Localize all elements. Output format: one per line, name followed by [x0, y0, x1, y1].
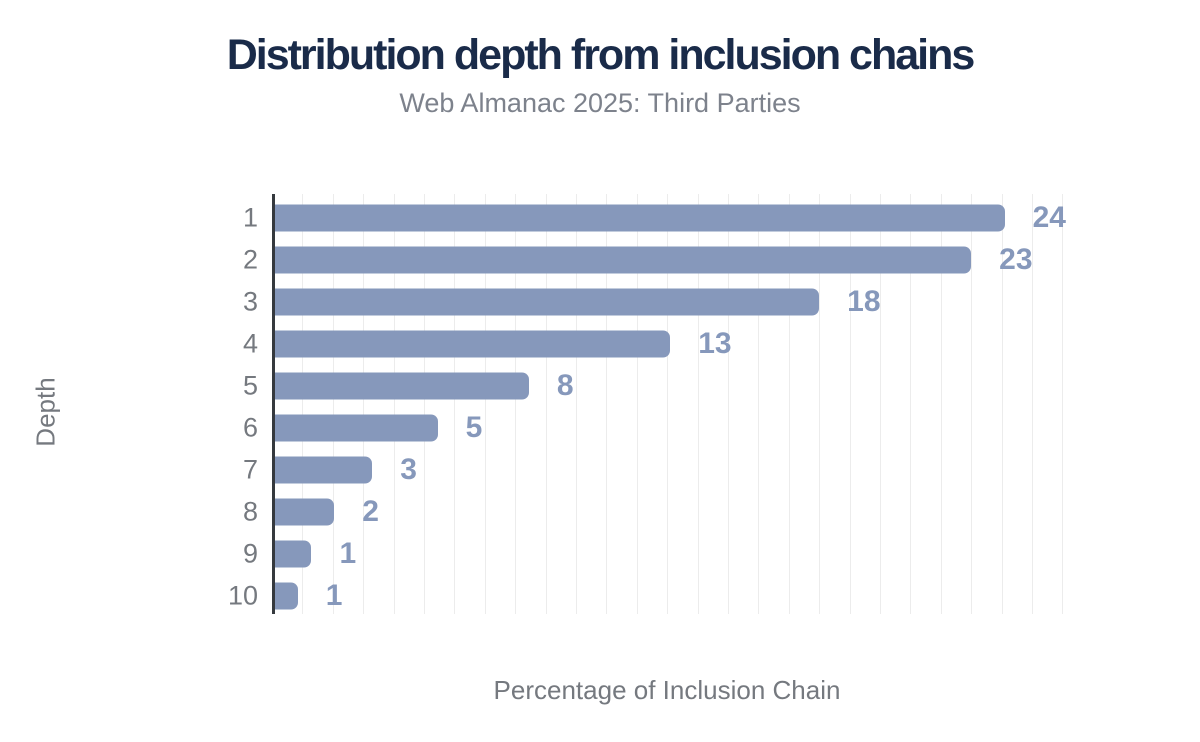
gridline [667, 194, 669, 614]
bar-value-label: 1 [339, 537, 357, 570]
y-tick-label: 3 [242, 286, 258, 317]
gridline [363, 194, 365, 614]
bar [275, 372, 529, 400]
bar-value-label: 8 [556, 369, 574, 402]
gridline [788, 194, 790, 614]
bar-value-label: 2 [362, 495, 379, 528]
gridline [332, 194, 334, 614]
gridline [1001, 194, 1003, 614]
bar [275, 204, 1005, 232]
y-tick-label: 5 [242, 370, 258, 401]
bar [275, 288, 820, 316]
bar-value-label: 23 [999, 243, 1033, 276]
bar-value-label: 1 [325, 579, 343, 612]
bar [275, 540, 312, 568]
gridline [940, 194, 942, 614]
gridline [1062, 194, 1064, 614]
gridline [910, 194, 912, 614]
bar-value-label: 3 [400, 453, 417, 486]
bar-value-label: 13 [698, 327, 732, 360]
chart-subtitle: Web Almanac 2025: Third Parties [399, 88, 801, 118]
bar [275, 456, 373, 484]
y-tick-label: 7 [242, 454, 258, 485]
bar [275, 582, 298, 610]
y-tick-label: 2 [242, 244, 258, 275]
chart-title: Distribution depth from inclusion chains [226, 31, 976, 79]
gridline [849, 194, 851, 614]
gridline [606, 194, 608, 614]
x-axis-title: Percentage of Inclusion Chain [493, 675, 841, 705]
bar [275, 246, 972, 274]
y-axis-line [272, 194, 275, 614]
y-tick-label: 9 [242, 538, 258, 569]
gridline [880, 194, 881, 614]
bar [275, 330, 671, 358]
bar-value-label: 5 [465, 411, 483, 444]
gridline [424, 194, 425, 614]
gridline [697, 194, 699, 614]
bar [275, 414, 438, 442]
gridline [819, 194, 821, 614]
gridline [393, 194, 395, 614]
y-axis-title: Depth [30, 377, 61, 447]
y-tick-label: 1 [242, 202, 258, 233]
gridline [515, 194, 517, 614]
gridline [636, 194, 638, 614]
gridline [728, 194, 729, 614]
gridline [545, 194, 547, 614]
y-tick-label: 8 [242, 496, 258, 527]
bar-value-label: 18 [847, 285, 881, 318]
gridline [302, 194, 304, 614]
gridline [484, 194, 486, 614]
y-tick-label: 6 [242, 412, 258, 443]
y-tick-label: 4 [242, 328, 258, 359]
gridline [971, 194, 973, 614]
gridline [576, 194, 577, 614]
gridline [1032, 194, 1033, 614]
bar-value-label: 24 [1032, 201, 1066, 234]
gridline [454, 194, 456, 614]
bar [275, 498, 335, 526]
gridline [758, 194, 760, 614]
y-tick-label: 10 [227, 580, 258, 611]
